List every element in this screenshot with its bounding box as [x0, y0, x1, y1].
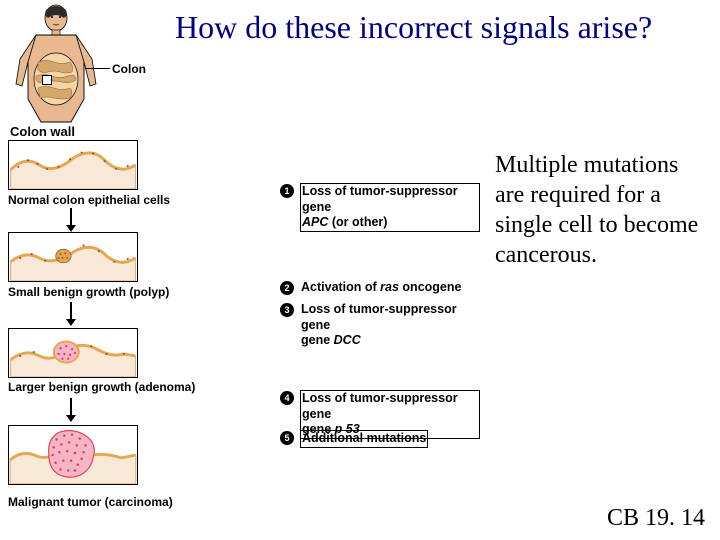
body-text: Multiple mutations are required for a si… [495, 150, 705, 270]
stage-label-2: Small benign growth (polyp) [8, 285, 169, 299]
mutation-step-2: 2 Activation of ras oncogene [280, 280, 462, 296]
mutation-step-5: 5 Additional mutations [280, 430, 428, 448]
tissue-panel-normal [8, 140, 138, 190]
mutation-text: Loss of tumor-suppressor gene gene DCC [300, 302, 480, 349]
mutation-text: Activation of ras oncogene [300, 280, 462, 296]
tissue-panel-carcinoma [8, 425, 138, 485]
step-number-badge: 4 [280, 391, 294, 405]
tissue-panel-adenoma [8, 328, 138, 378]
stage-label-1: Normal colon epithelial cells [8, 193, 170, 207]
step-number-badge: 3 [280, 303, 294, 317]
gene-name: gene DCC [301, 333, 361, 347]
tissue-panel-polyp [8, 232, 138, 282]
mutation-step-1: 1 Loss of tumor-suppressor gene APC (or … [280, 183, 480, 232]
step-number-badge: 5 [280, 431, 294, 445]
colon-wall-label: Colon wall [10, 124, 75, 139]
step-number-badge: 2 [280, 281, 294, 295]
human-torso-illustration [6, 4, 106, 124]
step-number-badge: 1 [280, 184, 294, 198]
citation: CB 19. 14 [607, 505, 705, 532]
down-arrow-icon [70, 208, 72, 226]
diagram: Colon Colon wall Normal colon epithelial… [0, 0, 480, 540]
stage-label-3: Larger benign growth (adenoma) [8, 380, 195, 394]
stage-label-4: Malignant tumor (carcinoma) [8, 495, 173, 509]
mutation-text: Loss of tumor-suppressor gene APC (or ot… [300, 183, 480, 232]
colon-label: Colon [112, 62, 146, 76]
colon-section-box [42, 75, 52, 85]
mutation-text: Additional mutations [300, 430, 428, 448]
slide: How do these incorrect signals arise? Mu… [0, 0, 720, 540]
down-arrow-icon [70, 398, 72, 416]
pointer-line [85, 68, 110, 69]
down-arrow-icon [70, 302, 72, 320]
mutation-step-3: 3 Loss of tumor-suppressor gene gene DCC [280, 302, 480, 349]
